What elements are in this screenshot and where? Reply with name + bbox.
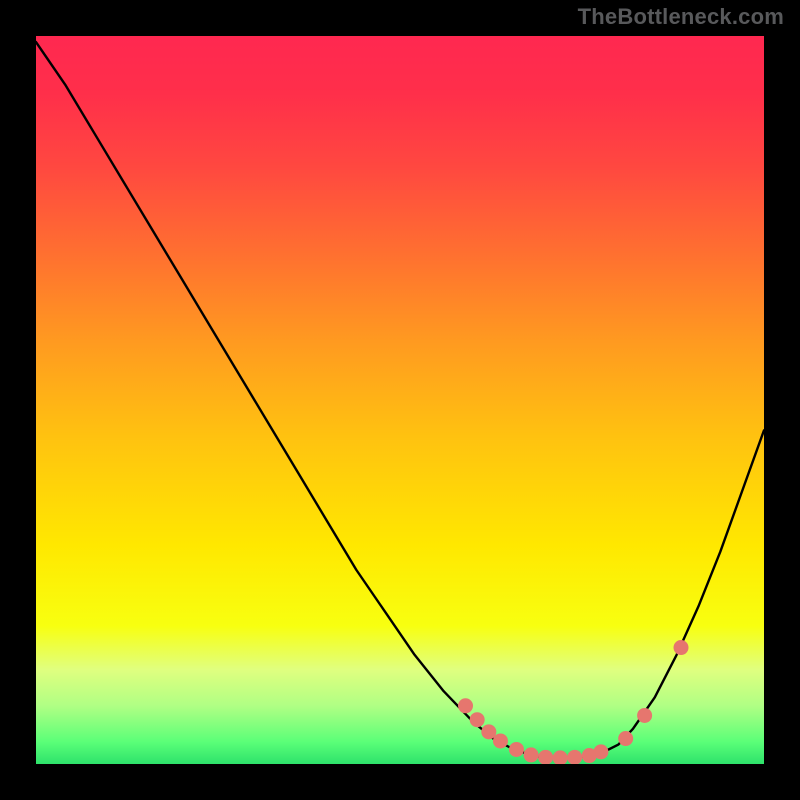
data-marker (593, 744, 608, 759)
watermark-text: TheBottleneck.com (578, 4, 784, 30)
bottleneck-curve (36, 42, 764, 758)
chart-frame: TheBottleneck.com (0, 0, 800, 800)
data-marker (493, 733, 508, 748)
data-marker (509, 742, 524, 757)
data-marker (458, 698, 473, 713)
chart-overlay (36, 36, 764, 764)
data-marker (637, 708, 652, 723)
data-marker (567, 750, 582, 764)
data-marker (674, 640, 689, 655)
data-marker (470, 712, 485, 727)
data-marker (538, 750, 553, 764)
data-marker (618, 731, 633, 746)
data-marker (553, 750, 568, 764)
data-marker (524, 747, 539, 762)
plot-area (36, 36, 764, 764)
